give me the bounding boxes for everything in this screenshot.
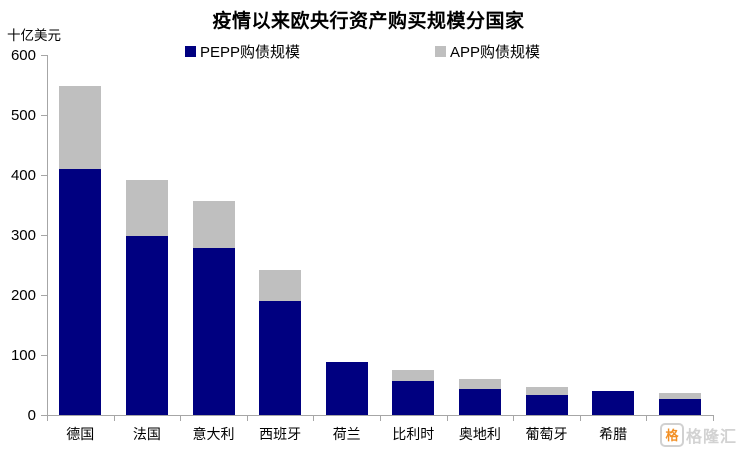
x-tick (446, 416, 448, 421)
bar-segment-pepp (592, 391, 635, 415)
x-axis-line (47, 415, 714, 416)
bar-segment-pepp (658, 399, 701, 415)
bar-segment-pepp (392, 380, 435, 415)
x-tick (646, 416, 648, 421)
legend-label-pepp: PEPP购债规模 (200, 44, 301, 61)
y-tick (41, 55, 47, 56)
x-tick (246, 416, 248, 421)
legend-item-pepp: PEPP购债规模 (185, 41, 300, 62)
watermark-brand-text: 格隆汇 (686, 429, 737, 446)
x-category-label: 希腊 (599, 426, 628, 442)
y-tick (41, 175, 47, 176)
bar-segment-pepp (192, 247, 235, 415)
legend-swatch-pepp-icon (185, 46, 196, 57)
y-tick (41, 415, 47, 416)
y-tick-label: 0 (27, 407, 36, 424)
y-tick-label: 400 (10, 167, 36, 184)
x-tick (313, 416, 315, 421)
bar-segment-app (458, 379, 501, 390)
bar-segment-app (125, 179, 168, 237)
y-tick-label: 600 (10, 47, 36, 64)
bar-segment-app (192, 200, 235, 248)
x-tick (113, 416, 115, 421)
y-tick (41, 235, 47, 236)
y-axis-unit-label: 十亿美元 (7, 28, 61, 43)
bar-segment-app (525, 386, 568, 395)
x-category-label: 比利时 (392, 426, 435, 442)
y-axis-line (47, 55, 48, 415)
y-tick-label: 200 (10, 287, 36, 304)
bar-segment-pepp (525, 394, 568, 415)
bar-segment-app (59, 86, 102, 169)
legend-label-app: APP购债规模 (450, 44, 541, 61)
bar-segment-pepp (458, 389, 501, 415)
x-tick (47, 416, 48, 421)
watermark-logo-icon: 格 (660, 423, 684, 447)
bar-segment-app (658, 393, 701, 400)
x-category-label: 意大利 (192, 426, 235, 442)
bar-segment-pepp (325, 362, 368, 415)
chart-title: 疫情以来欧央行资产购买规模分国家 (212, 11, 525, 32)
legend-swatch-app-icon (435, 46, 446, 57)
x-category-label: 奥地利 (458, 426, 501, 442)
x-category-label: 荷兰 (332, 426, 361, 442)
y-tick (41, 115, 47, 116)
x-category-label: 法国 (132, 426, 161, 442)
x-tick (579, 416, 581, 421)
bar-segment-pepp (125, 236, 168, 415)
y-tick-label: 500 (10, 107, 36, 124)
x-tick (180, 416, 182, 421)
x-category-label: 德国 (66, 426, 95, 442)
watermark: 格 格隆汇 (660, 423, 737, 447)
legend-item-app: APP购债规模 (435, 41, 540, 62)
bar-segment-pepp (259, 301, 302, 415)
y-tick (41, 355, 47, 356)
bar-segment-app (392, 370, 435, 381)
bar-segment-app (259, 269, 302, 301)
y-tick-label: 100 (10, 347, 36, 364)
x-tick (380, 416, 381, 421)
y-tick-label: 300 (10, 227, 36, 244)
x-tick (713, 416, 714, 421)
x-category-label: 西班牙 (259, 426, 302, 442)
y-tick (41, 295, 47, 296)
x-category-label: 葡萄牙 (525, 426, 568, 442)
x-tick (513, 416, 515, 421)
bar-segment-pepp (59, 169, 102, 415)
